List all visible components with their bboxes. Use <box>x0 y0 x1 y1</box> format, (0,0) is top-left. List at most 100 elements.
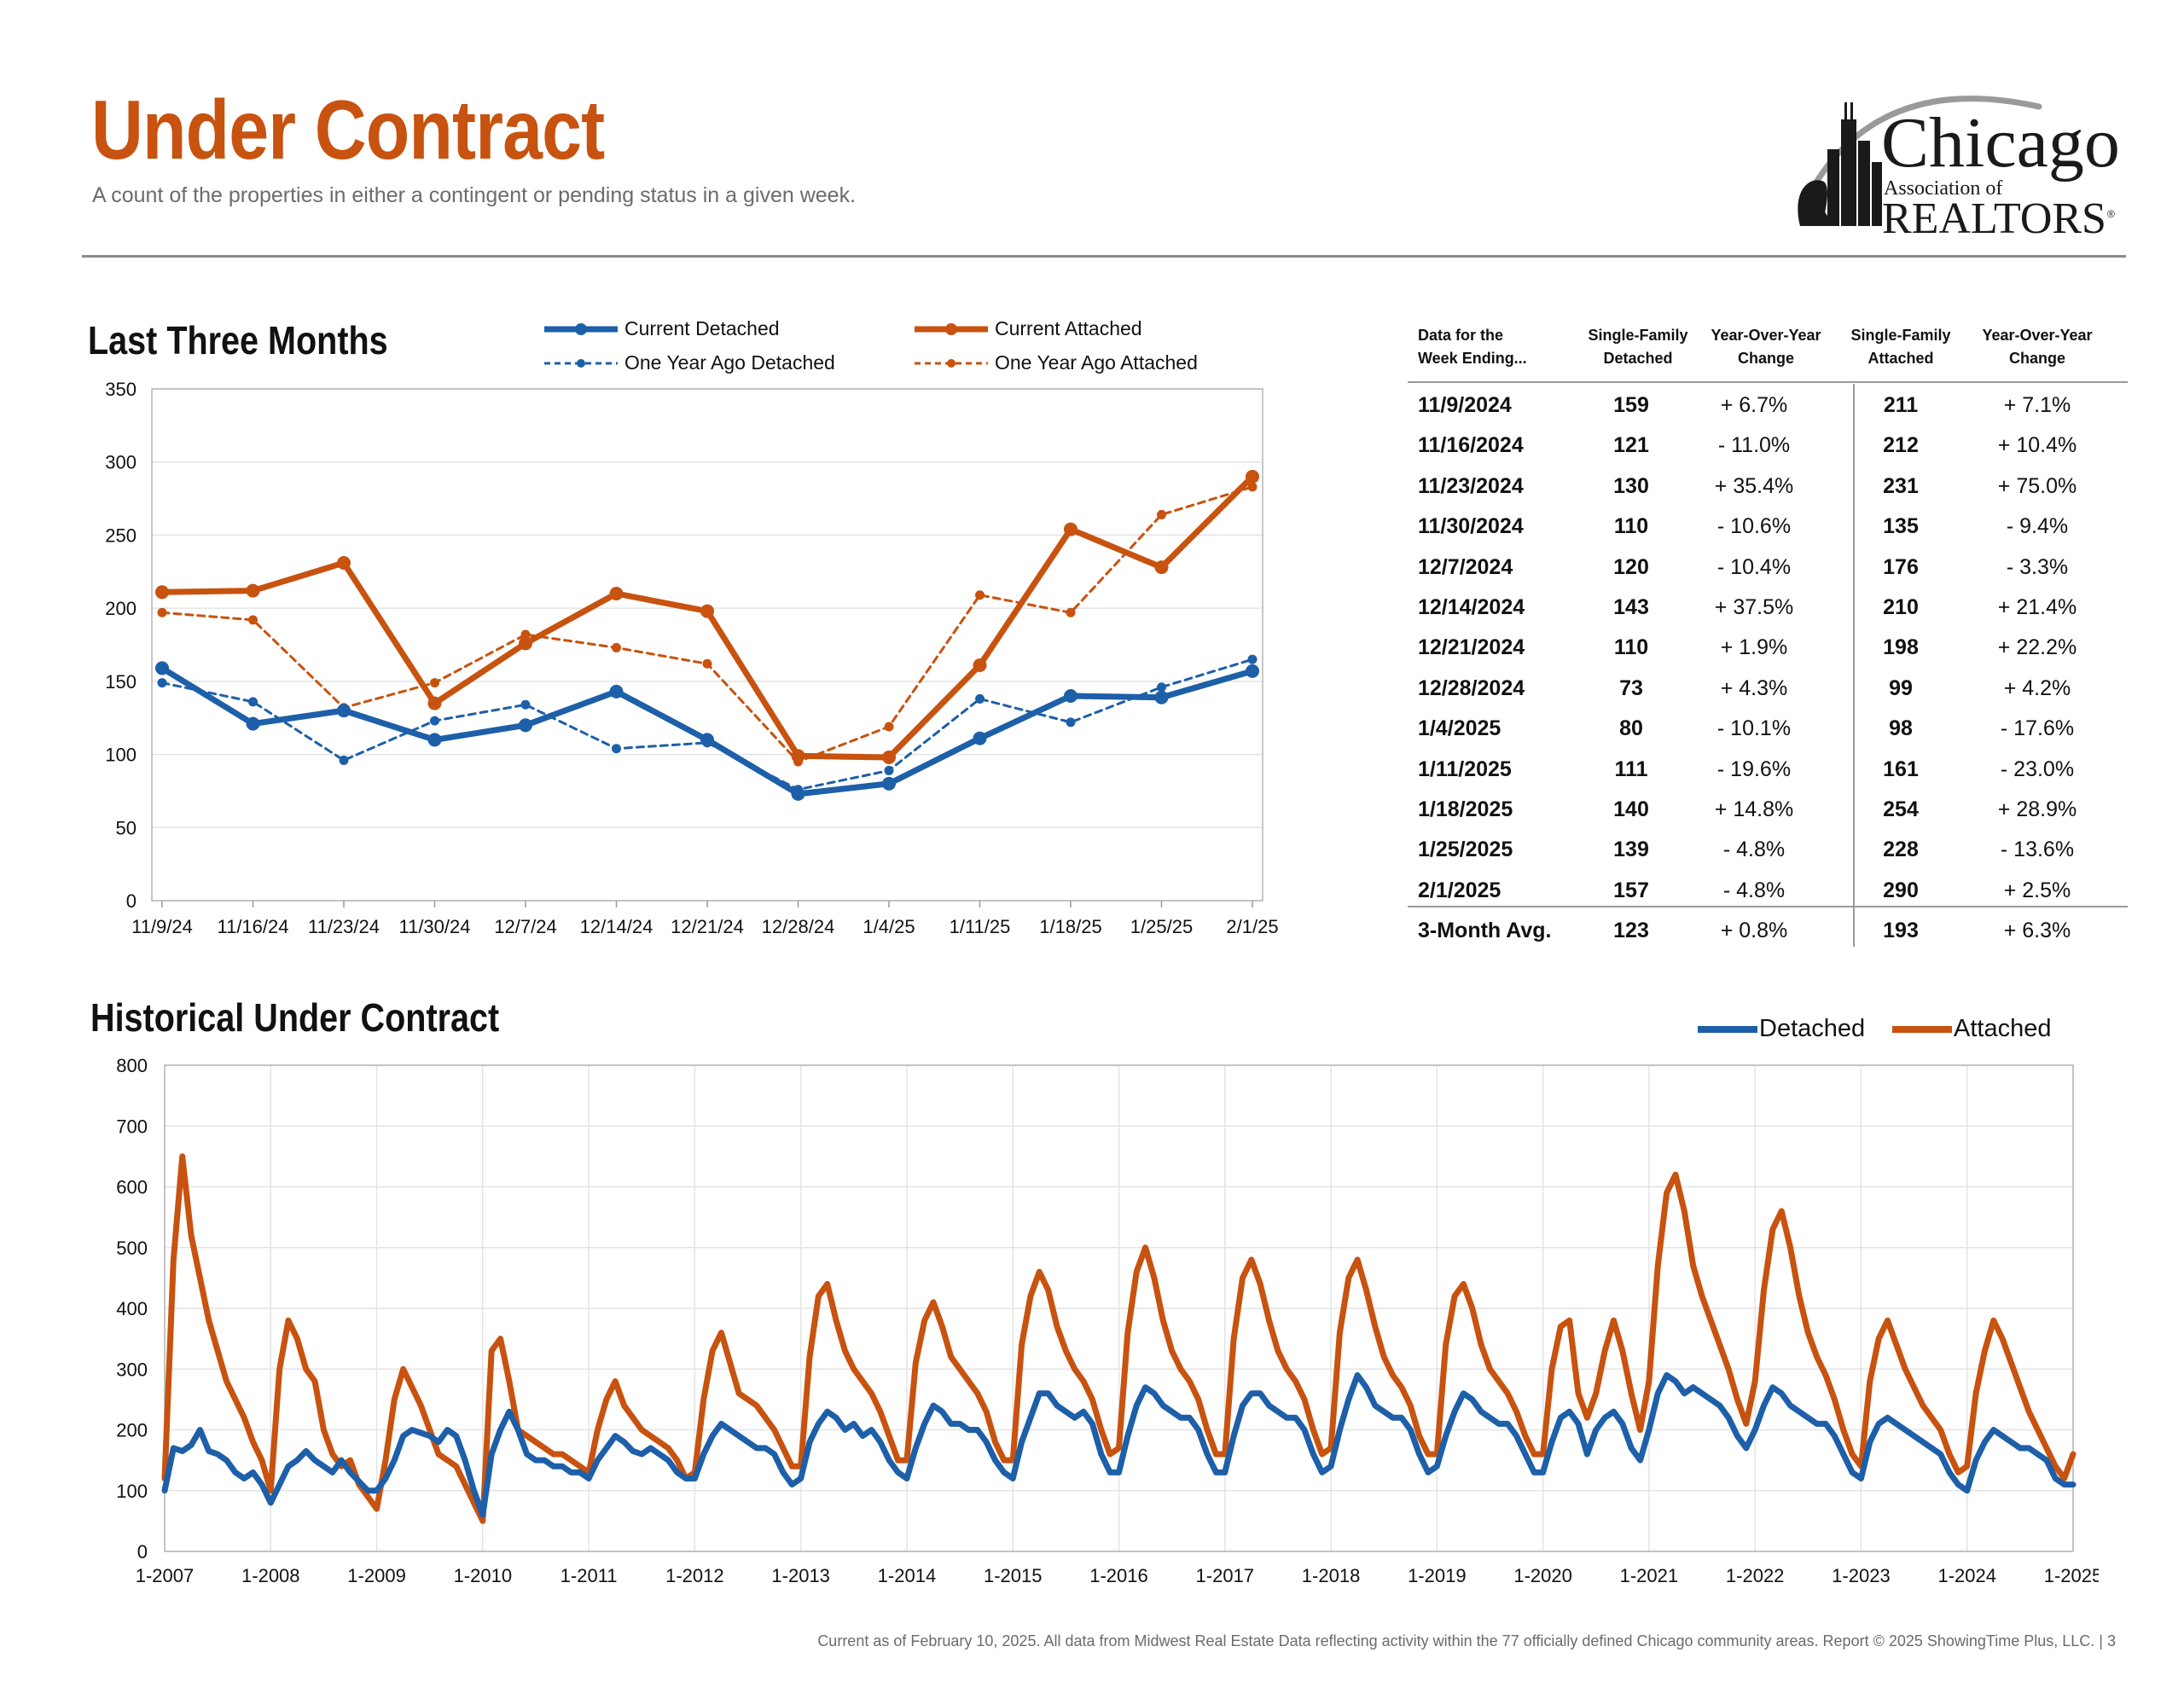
table-cell: 130 <box>1613 473 1649 498</box>
page-title: Under Contract <box>91 83 605 177</box>
table-cell: - 9.4% <box>2006 514 2069 539</box>
table-cell: 110 <box>1613 514 1649 539</box>
chicago-realtors-logo: Chicago Association of REALTORS ® <box>1798 96 2120 243</box>
table-cell: 11/16/2024 <box>1418 433 1524 458</box>
x-tick-label: 1/25/25 <box>1130 916 1193 937</box>
table-cell: 161 <box>1883 757 1919 781</box>
table-cell: 290 <box>1883 878 1919 902</box>
x-tick-label: 11/9/24 <box>131 916 193 937</box>
x-tick-label: 1-2017 <box>1196 1565 1255 1586</box>
table-cell: + 1.9% <box>1720 635 1788 660</box>
table-cell: 12/28/2024 <box>1418 675 1525 700</box>
series-line-current-detached <box>159 664 1256 797</box>
series-line-one-year-ago-attached <box>160 485 1254 763</box>
svg-text:REALTORS: REALTORS <box>1882 194 2106 243</box>
data-point <box>612 642 621 652</box>
data-point <box>1064 522 1077 536</box>
table-cell: + 4.2% <box>2003 675 2071 700</box>
table-header-detached: Single-Family Detached <box>1588 327 1688 367</box>
table-cell: - 4.8% <box>1722 878 1786 902</box>
table-cell: + 4.3% <box>1720 675 1788 700</box>
x-tick-label: 12/28/24 <box>762 916 835 937</box>
table-row: 11/23/2024 130 + 35.4% 231 + 75.0% <box>1408 467 2128 507</box>
series-line-detached <box>161 1371 2077 1518</box>
y-tick-label: 400 <box>116 1298 148 1319</box>
x-tick-label: 1-2018 <box>1302 1565 1361 1586</box>
y-tick-label: 200 <box>116 1420 148 1441</box>
x-tick-label: 12/14/24 <box>580 916 653 937</box>
header-divider <box>82 255 2126 258</box>
table-cell: + 14.8% <box>1714 797 1794 821</box>
x-tick-label: 1-2014 <box>878 1565 937 1586</box>
data-point <box>884 765 894 775</box>
table-cell: - 17.6% <box>2000 716 2075 741</box>
table-row: 2/1/2025 157 - 4.8% 290 + 2.5% <box>1408 871 2128 911</box>
svg-text:®: ® <box>2107 208 2115 220</box>
data-point <box>884 722 894 732</box>
y-tick-label: 150 <box>105 671 136 693</box>
data-point <box>1157 682 1166 693</box>
table-cell: 121 <box>1613 433 1649 458</box>
svg-text:Association of: Association of <box>1884 177 2002 200</box>
data-point <box>975 693 985 704</box>
data-point <box>1154 560 1169 575</box>
table-cell: 210 <box>1883 595 1919 619</box>
data-point <box>1247 482 1258 492</box>
data-point <box>337 704 351 718</box>
data-point <box>882 751 896 764</box>
data-point <box>882 776 896 791</box>
table-cell: 143 <box>1613 595 1649 619</box>
x-tick-label: 1/11/25 <box>950 916 1011 937</box>
table-cell: - 10.4% <box>1716 554 1792 579</box>
table-row: 11/30/2024 110 - 10.6% 135 - 9.4% <box>1408 507 2128 547</box>
data-point <box>1066 717 1076 728</box>
table-cell: 135 <box>1883 514 1919 539</box>
x-tick-label: 1-2009 <box>347 1565 406 1586</box>
data-point <box>339 755 349 765</box>
plot-border <box>164 1064 2074 1552</box>
table-cell: + 35.4% <box>1714 473 1794 498</box>
table-cell: + 10.4% <box>1997 433 2077 458</box>
x-tick-label: 1-2013 <box>771 1565 830 1586</box>
table-cell: + 75.0% <box>1997 473 2077 498</box>
x-tick-label: 1-2012 <box>665 1565 724 1586</box>
data-point <box>609 587 624 600</box>
table-cell: - 3.3% <box>2006 554 2069 579</box>
y-tick-label: 300 <box>105 452 136 473</box>
table-average-row: 3-Month Avg. 123 + 0.8% 193 + 6.3% <box>1418 919 2071 942</box>
table-cell: 231 <box>1883 473 1919 498</box>
y-tick-label: 300 <box>116 1359 148 1380</box>
table-cell: 176 <box>1883 554 1919 579</box>
table-cell: 1/25/2025 <box>1418 838 1513 862</box>
table-cell: 159 <box>1613 393 1649 417</box>
data-point <box>427 696 442 710</box>
table-column-divider <box>1853 384 1855 947</box>
table-cell: - 10.1% <box>1716 716 1792 741</box>
table-cell: 11/30/2024 <box>1418 514 1524 539</box>
table-cell: - 13.6% <box>2000 838 2075 862</box>
table-cell: - 11.0% <box>1717 433 1791 458</box>
x-tick-label: 1-2022 <box>1726 1565 1785 1586</box>
data-point <box>1064 689 1077 703</box>
data-point <box>975 590 985 600</box>
table-cell: 212 <box>1883 433 1919 458</box>
x-tick-label: 1-2020 <box>1513 1565 1572 1586</box>
y-tick-label: 700 <box>116 1116 148 1137</box>
table-row: 1/25/2025 139 - 4.8% 228 - 13.6% <box>1408 830 2128 870</box>
table-row: 11/16/2024 121 - 11.0% 212 + 10.4% <box>1408 426 2128 466</box>
data-point <box>612 744 621 754</box>
table-cell: 198 <box>1883 635 1919 660</box>
x-tick-label: 12/7/24 <box>494 916 556 937</box>
x-tick-label: 1/4/25 <box>863 916 915 937</box>
x-tick-label: 1-2025 <box>2044 1565 2099 1586</box>
data-point <box>973 658 987 672</box>
data-point <box>246 583 260 598</box>
table-cell: 80 <box>1619 716 1643 741</box>
table-row: 12/7/2024 120 - 10.4% 176 - 3.3% <box>1408 548 2128 588</box>
table-cell: - 23.0% <box>2000 757 2075 781</box>
x-tick-label: 12/21/24 <box>671 916 744 937</box>
table-cell: 110 <box>1613 635 1649 660</box>
data-point <box>973 731 987 745</box>
table-cell: 2/1/2025 <box>1418 878 1502 902</box>
plot-border <box>151 388 1263 901</box>
